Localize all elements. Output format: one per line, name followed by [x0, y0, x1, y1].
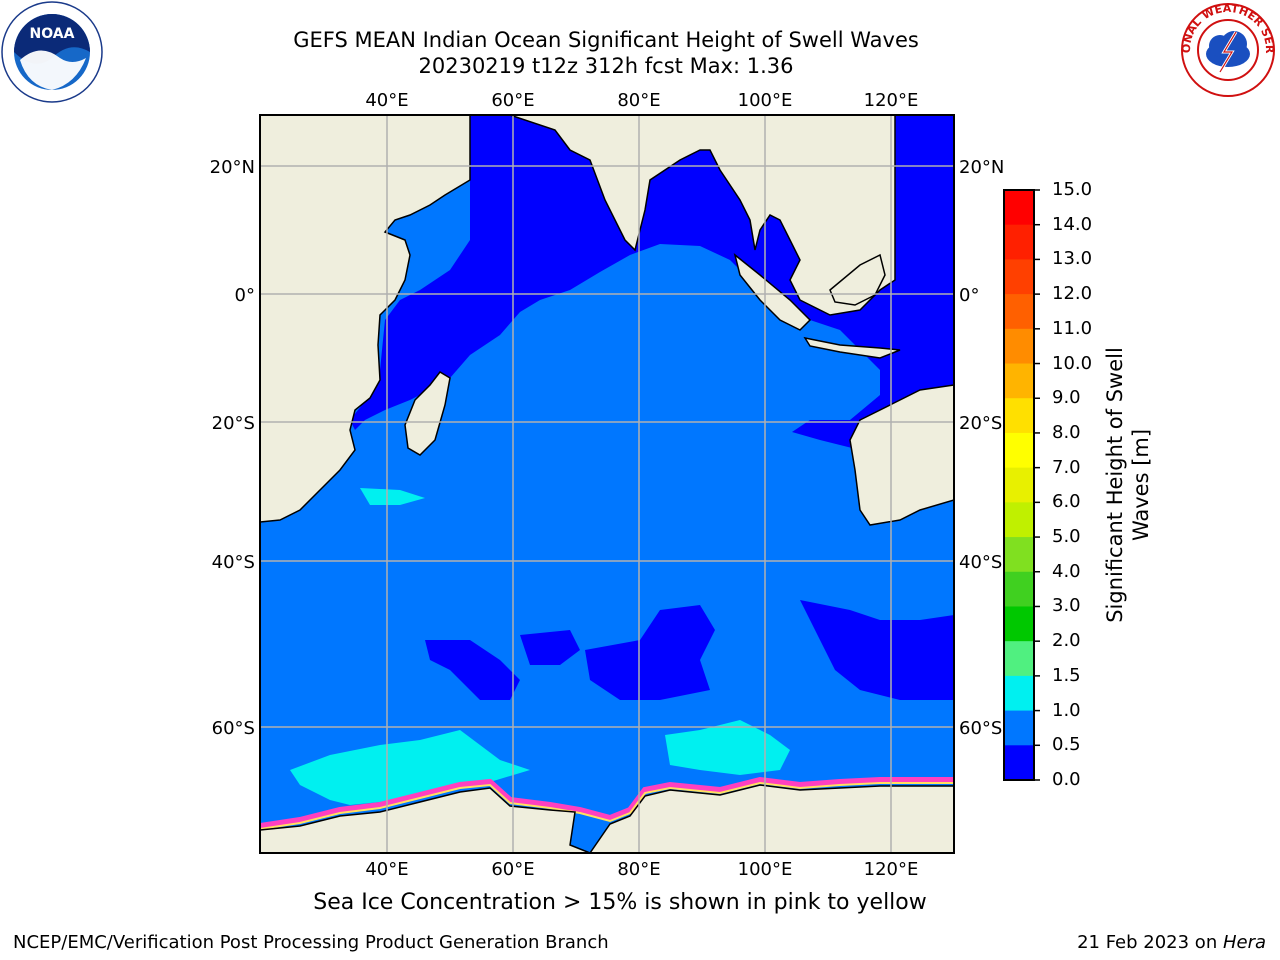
land-borneo	[829, 253, 886, 306]
colorbar-tick-label: 1.5	[1052, 664, 1081, 686]
colorbar-band	[1004, 224, 1034, 260]
colorbar-frame	[1003, 189, 1035, 781]
colorbar-tick-label: 3.0	[1052, 595, 1081, 617]
colorbar-band	[1004, 398, 1034, 434]
colorbar-title-line1: Significant Height of Swell	[1103, 347, 1127, 623]
colorbar-band	[1004, 502, 1034, 538]
colorbar-tick-label: 10.0	[1052, 352, 1093, 374]
colorbar-band	[1004, 190, 1034, 226]
lon-tick-top: 100°E	[738, 90, 793, 111]
lon-ticks-top: 40°E 60°E 80°E 100°E 120°E	[365, 90, 918, 111]
lat-tick-left: 20°S	[212, 413, 255, 434]
colorbar-tick-label: 11.0	[1052, 317, 1093, 339]
footer-date: 21 Feb 2023 on Hera	[1077, 932, 1266, 953]
lat-tick-left: 40°S	[212, 552, 255, 573]
colorbar-tick-label: 15.0	[1052, 179, 1093, 200]
colorbar-band	[1004, 571, 1034, 607]
lat-tick-right: 60°S	[959, 718, 1002, 739]
colorbar-band	[1004, 432, 1034, 469]
colorbar-tick-label: 8.0	[1052, 421, 1081, 443]
land-java	[803, 336, 901, 359]
map-frame	[259, 114, 955, 854]
colorbar-band	[1004, 294, 1034, 330]
colorbar-band	[1004, 537, 1034, 573]
colorbar-tick-label: 0.0	[1052, 769, 1081, 790]
colorbar-tick-label: 6.0	[1052, 491, 1081, 513]
colorbar-tick-label: 12.0	[1052, 283, 1093, 305]
colorbar-title-line2: Waves [m]	[1129, 428, 1153, 542]
lon-tick-bottom: 100°E	[738, 859, 793, 880]
swell-patch-2	[520, 630, 580, 665]
land-africa-arabia	[260, 115, 471, 523]
swell-patch-1	[425, 640, 520, 700]
lat-tick-left: 0°	[235, 285, 255, 306]
land-antarctica	[260, 784, 954, 853]
colorbar-band	[1004, 467, 1034, 503]
footer-date-text: 21 Feb 2023 on	[1077, 932, 1223, 953]
colorbar-tick-label: 5.0	[1052, 526, 1081, 548]
swell-patch-3	[585, 605, 715, 700]
swell-field-10-15-east	[665, 720, 790, 775]
nws-logo: NATIONAL WEATHER SERVICE	[1176, 0, 1276, 97]
land-madagascar	[404, 371, 451, 456]
colorbar-tick-label: 2.0	[1052, 630, 1081, 652]
lon-tick-top: 60°E	[491, 90, 534, 111]
land-indonesia	[733, 253, 812, 331]
lat-tick-right: 40°S	[959, 552, 1002, 573]
lat-tick-right: 0°	[959, 285, 979, 306]
lat-tick-right: 20°S	[959, 413, 1002, 434]
noaa-logo: NOAA	[1, 1, 103, 103]
land-india	[509, 115, 896, 316]
colorbar-band	[1004, 641, 1034, 677]
lon-tick-top: 40°E	[365, 90, 408, 111]
colorbar-band	[1004, 675, 1034, 712]
colorbar-tick-label: 4.0	[1052, 560, 1081, 582]
swell-field-10-15-small	[360, 488, 425, 505]
colorbar-tick-label: 1.0	[1052, 699, 1081, 721]
colorbar-tick-label: 13.0	[1052, 248, 1093, 270]
colorbar-tick-label: 7.0	[1052, 456, 1081, 478]
lat-ticks-right: 20°N 0° 20°S 40°S 60°S	[959, 157, 1004, 739]
colorbar-tick-label: 9.0	[1052, 387, 1081, 409]
colorbar-band	[1004, 363, 1034, 399]
colorbar-tick-label: 0.5	[1052, 734, 1081, 756]
lon-tick-bottom: 80°E	[617, 859, 660, 880]
colorbar-band	[1004, 745, 1034, 781]
lon-tick-bottom: 40°E	[365, 859, 408, 880]
swell-patch-4	[800, 600, 954, 700]
land-australia	[849, 384, 954, 526]
colorbar-band	[1004, 606, 1034, 642]
lat-tick-left: 20°N	[210, 157, 255, 178]
lat-tick-right: 20°N	[959, 157, 1004, 178]
lon-tick-bottom: 60°E	[491, 859, 534, 880]
chart-title: GEFS MEAN Indian Ocean Significant Heigh…	[293, 28, 919, 52]
chart-subtitle-run: 20230219 t12z 312h fcst Max: 1.36	[418, 54, 794, 78]
footer-host: Hera	[1222, 932, 1266, 953]
map-area	[260, 115, 954, 853]
colorbar-tick-label: 14.0	[1052, 213, 1093, 235]
colorbar-band	[1004, 710, 1034, 746]
noaa-logo-text: NOAA	[30, 26, 75, 42]
colorbar	[1003, 189, 1040, 781]
colorbar-band	[1004, 259, 1034, 295]
swell-field-10-15-west	[290, 730, 530, 805]
colorbar-band	[1004, 328, 1034, 365]
lon-tick-bottom: 120°E	[864, 859, 919, 880]
lon-ticks-bottom: 40°E 60°E 80°E 100°E 120°E	[365, 859, 918, 880]
lat-tick-left: 60°S	[212, 718, 255, 739]
lat-ticks-left: 20°N 0° 20°S 40°S 60°S	[210, 157, 255, 739]
lon-tick-top: 80°E	[617, 90, 660, 111]
sea-ice-note: Sea Ice Concentration > 15% is shown in …	[313, 890, 927, 915]
footer-branch: NCEP/EMC/Verification Post Processing Pr…	[13, 932, 609, 953]
map-gridlines	[260, 115, 954, 853]
lon-tick-top: 120°E	[864, 90, 919, 111]
